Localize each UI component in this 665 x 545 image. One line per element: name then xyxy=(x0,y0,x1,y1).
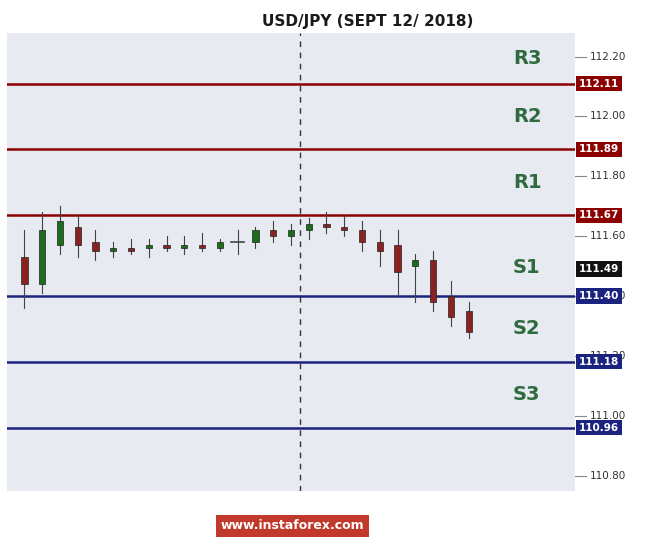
Bar xyxy=(359,230,365,242)
Bar xyxy=(182,245,188,248)
Bar xyxy=(92,242,98,251)
Text: S3: S3 xyxy=(513,385,541,404)
Bar xyxy=(217,242,223,248)
Text: 111.49: 111.49 xyxy=(579,264,619,274)
Bar xyxy=(39,230,45,284)
Bar xyxy=(57,221,63,245)
Text: 111.00: 111.00 xyxy=(590,411,626,421)
Text: 111.67: 111.67 xyxy=(579,210,619,220)
Bar xyxy=(376,242,383,251)
Bar xyxy=(110,248,116,251)
Text: 111.60: 111.60 xyxy=(590,231,626,241)
Bar xyxy=(412,260,418,266)
Text: 111.20: 111.20 xyxy=(590,351,626,361)
Bar xyxy=(252,230,259,242)
Text: USD/JPY (SEPT 12/ 2018): USD/JPY (SEPT 12/ 2018) xyxy=(261,14,473,29)
Text: 112.00: 112.00 xyxy=(590,112,626,122)
Text: 111.89: 111.89 xyxy=(579,144,619,154)
Bar xyxy=(146,245,152,248)
Text: 110.96: 110.96 xyxy=(579,423,619,433)
Bar xyxy=(270,230,276,236)
Bar xyxy=(323,224,330,227)
Text: R1: R1 xyxy=(513,173,542,192)
Bar xyxy=(465,311,471,332)
Text: 111.18: 111.18 xyxy=(579,357,619,367)
Bar xyxy=(21,257,27,284)
Bar xyxy=(128,248,134,251)
Text: S1: S1 xyxy=(513,258,541,277)
Text: 111.80: 111.80 xyxy=(590,171,626,181)
Text: S2: S2 xyxy=(513,319,541,338)
Text: R3: R3 xyxy=(513,49,541,68)
Text: 112.20: 112.20 xyxy=(590,52,626,62)
Text: 111.40: 111.40 xyxy=(590,291,626,301)
Text: 112.11: 112.11 xyxy=(579,78,619,89)
Bar xyxy=(394,245,400,272)
Bar xyxy=(164,245,170,248)
Bar xyxy=(430,260,436,302)
Bar xyxy=(341,227,347,230)
Bar xyxy=(288,230,294,236)
Bar xyxy=(448,296,454,317)
Bar xyxy=(306,224,312,230)
Bar xyxy=(74,227,81,245)
Text: 111.40: 111.40 xyxy=(579,291,619,301)
Bar xyxy=(199,245,205,248)
Text: 110.80: 110.80 xyxy=(590,470,626,481)
Text: www.instaforex.com: www.instaforex.com xyxy=(221,519,364,532)
Text: R2: R2 xyxy=(513,107,542,126)
